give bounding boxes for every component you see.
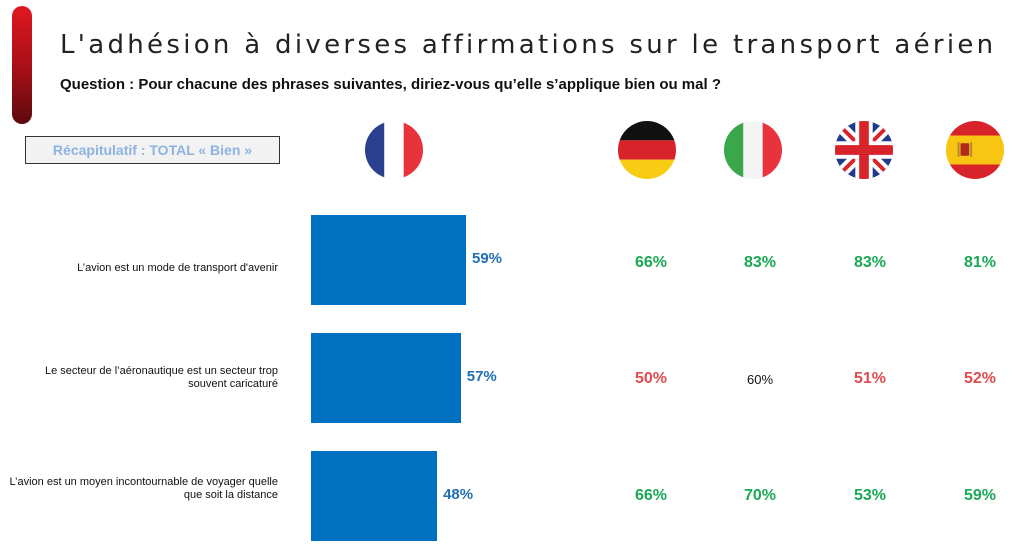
- cell-italy-row-2: 60%: [746, 372, 774, 387]
- recap-box: Récapitulatif : TOTAL « Bien »: [25, 136, 280, 164]
- bar-france-row-1: [311, 215, 466, 305]
- bar-france-row-2: [311, 333, 461, 423]
- row-label-2: Le secteur de l’aéronautique est un sect…: [45, 365, 278, 390]
- bar-france-row-3: [311, 451, 438, 541]
- cell-italy-row-1: 83%: [743, 254, 777, 271]
- germany-flag-icon: [618, 121, 676, 179]
- cell-germany-row-2: 50%: [634, 370, 668, 387]
- italy-flag-icon: [724, 121, 782, 179]
- cell-germany-row-1: 66%: [634, 254, 668, 271]
- cell-uk-row-3: 53%: [853, 487, 887, 504]
- bar-value-row-1: 59%: [472, 250, 503, 267]
- cell-italy-row-3: 70%: [743, 487, 777, 504]
- cell-spain-row-1: 81%: [963, 254, 997, 271]
- bar-value-row-2: 57%: [466, 368, 497, 385]
- cell-spain-row-3: 59%: [963, 487, 997, 504]
- cell-germany-row-3: 66%: [634, 487, 668, 504]
- page-title: L'adhésion à diverses affirmations sur l…: [60, 30, 997, 60]
- accent-bar: [12, 6, 32, 124]
- cell-uk-row-2: 51%: [853, 370, 887, 387]
- question-subtitle: Question : Pour chacune des phrases suiv…: [60, 76, 721, 93]
- cell-uk-row-1: 83%: [853, 254, 887, 271]
- cell-spain-row-2: 52%: [963, 370, 997, 387]
- spain-flag-icon: [946, 121, 1004, 179]
- bar-value-row-3: 48%: [443, 486, 474, 503]
- uk-flag-icon: [835, 121, 893, 179]
- france-flag-icon: [365, 121, 423, 179]
- row-label-3: L’avion est un moyen incontournable de v…: [9, 476, 278, 501]
- row-label-1: L’avion est un mode de transport d'aveni…: [77, 262, 278, 274]
